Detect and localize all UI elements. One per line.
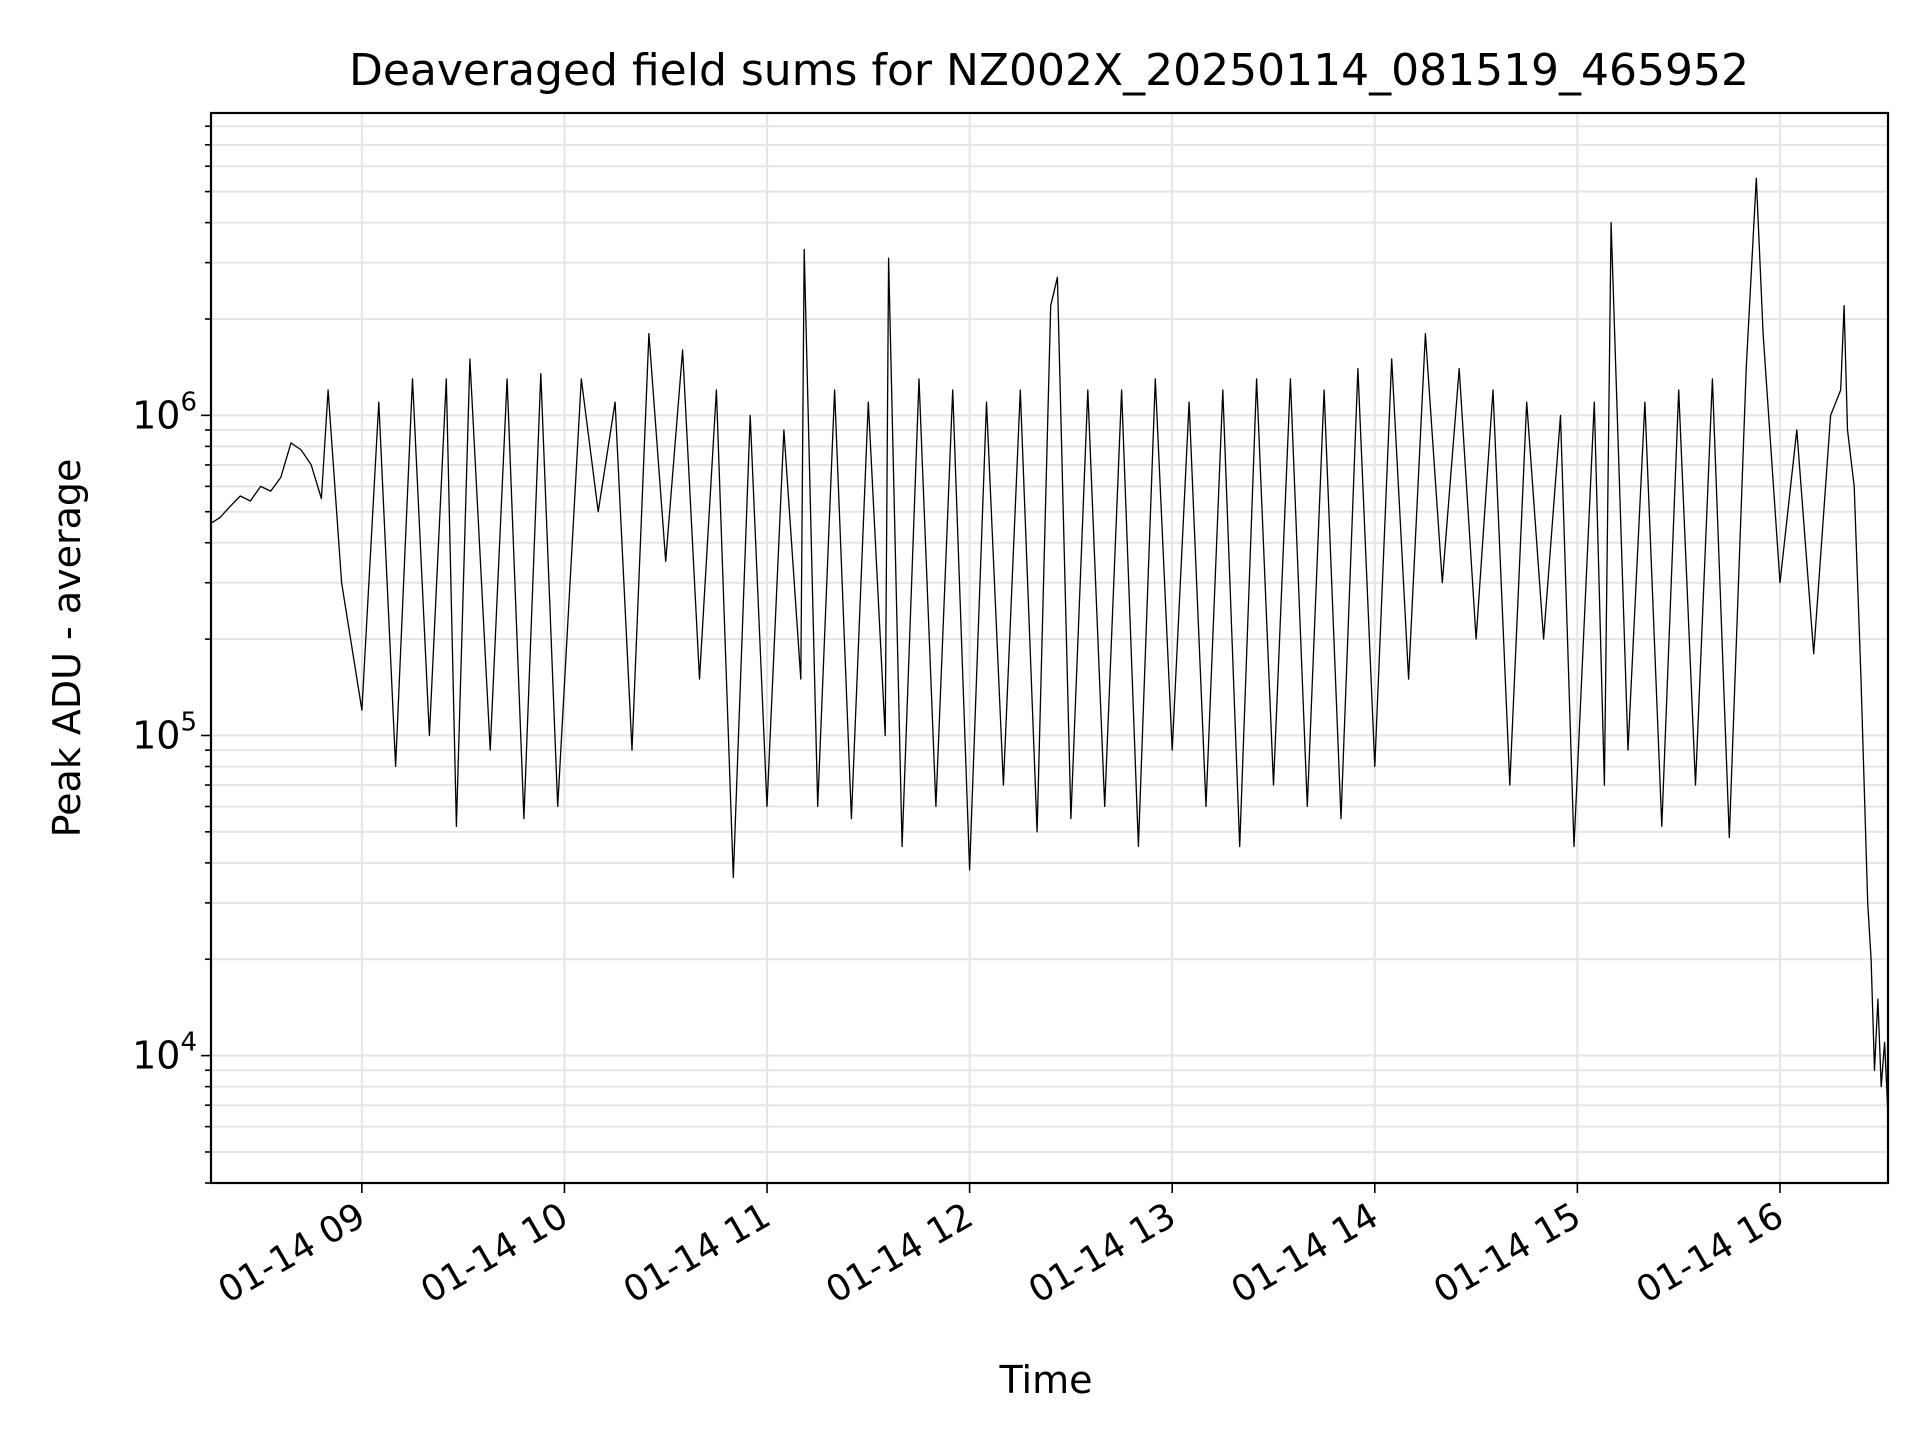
plot-frame bbox=[209, 111, 1890, 1185]
y-tick-label: 104 bbox=[132, 1028, 197, 1078]
y-tick-label: 105 bbox=[132, 707, 197, 757]
series-line bbox=[210, 177, 1889, 1116]
y-tick-label: 106 bbox=[132, 387, 197, 437]
y-axis-label: Peak ADU - average bbox=[45, 459, 89, 838]
x-axis-label: Time bbox=[999, 1358, 1093, 1402]
grid bbox=[211, 113, 1888, 1184]
chart-title: Deaveraged field sums for NZ002X_2025011… bbox=[349, 45, 1749, 96]
data-layer bbox=[210, 177, 1889, 1116]
